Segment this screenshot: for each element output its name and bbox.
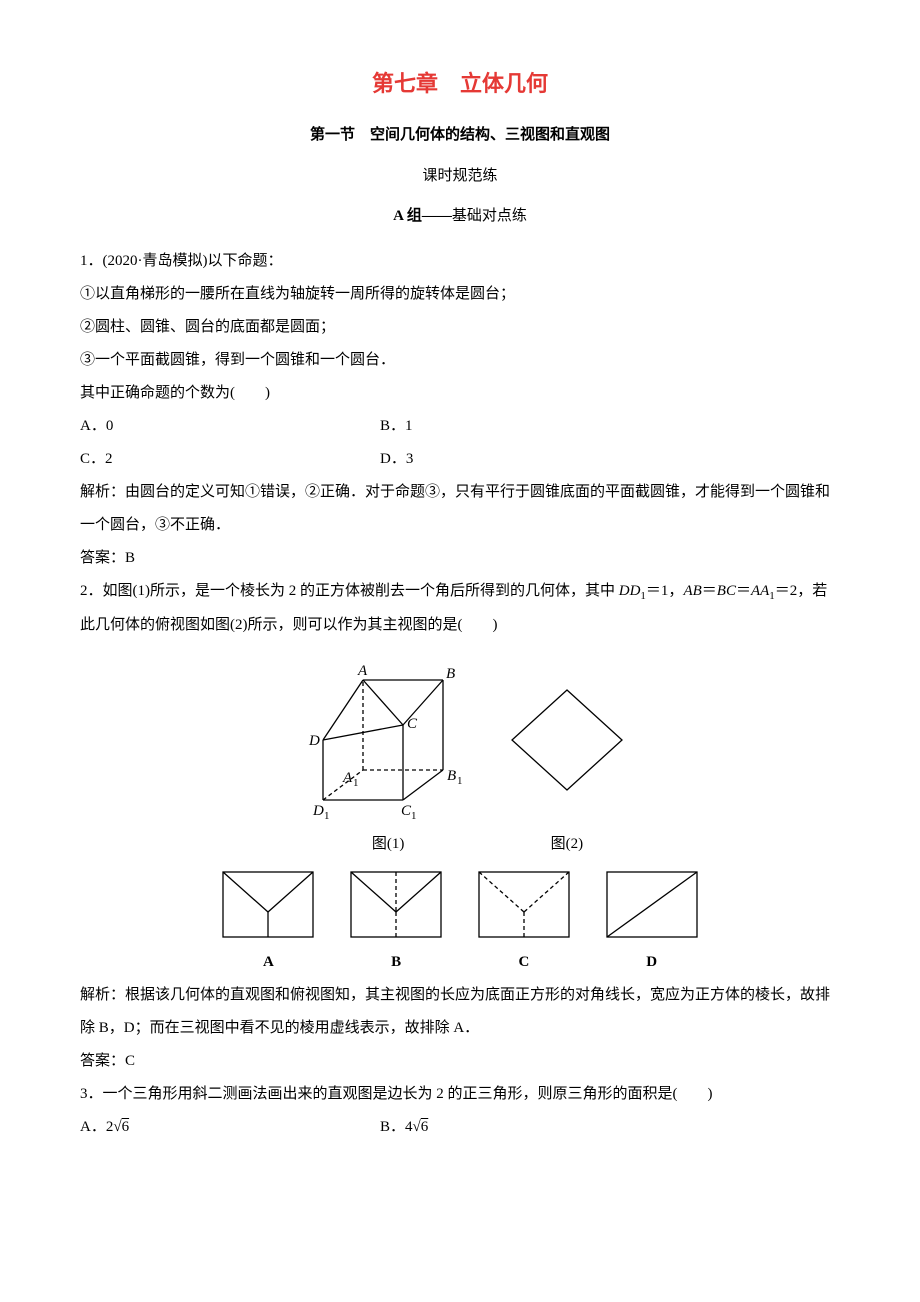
q1-optD: D．3 [380, 443, 413, 476]
q2-aa1: AA [751, 583, 769, 599]
q3-optA-sqrt: √6 [113, 1119, 129, 1135]
q1-stem: 1．(2020·青岛模拟)以下命题： [80, 245, 840, 278]
svg-text:1: 1 [457, 775, 463, 787]
q2-dd1: DD [619, 583, 641, 599]
q2-optD-fig [602, 867, 702, 942]
svg-text:B: B [446, 666, 455, 682]
q2-optB-fig [346, 867, 446, 942]
q2-figures: A B C D A1 B1 C1 D1 [80, 650, 840, 820]
figure-2 [497, 650, 637, 820]
q2-eq3: ＝ [736, 583, 751, 599]
q2-option-labels: A B C D [80, 946, 840, 979]
q2-ab: AB [683, 583, 701, 599]
q2-optA-label: A [218, 946, 318, 979]
svg-text:D: D [312, 803, 324, 819]
q2-optC-label: C [474, 946, 574, 979]
fig1-label: 图(1) [283, 828, 493, 861]
group-label: A 组——基础对点练 [80, 200, 840, 233]
q3-optB-pre: B．4 [380, 1119, 413, 1135]
q2-explain: 解析：根据该几何体的直观图和俯视图知，其主视图的长应为底面正方形的对角线长，宽应… [80, 979, 840, 1045]
group-label-text: 基础对点练 [452, 208, 527, 224]
q2-optA-fig [218, 867, 318, 942]
q2-optB-label: B [346, 946, 446, 979]
q2-eq1: ＝1， [646, 583, 684, 599]
svg-text:1: 1 [353, 777, 359, 789]
q2-answer: 答案：C [80, 1045, 840, 1078]
figure-1: A B C D A1 B1 C1 D1 [283, 650, 493, 820]
q1-line4: 其中正确命题的个数为( ) [80, 377, 840, 410]
section-title: 第一节 空间几何体的结构、三视图和直观图 [80, 118, 840, 151]
svg-text:1: 1 [411, 810, 417, 820]
q1-line1: ①以直角梯形的一腰所在直线为轴旋转一周所得的旋转体是圆台； [80, 278, 840, 311]
q2-bc: BC [717, 583, 736, 599]
svg-text:D: D [308, 733, 320, 749]
svg-text:A: A [342, 770, 353, 786]
q3-optB-sqrt: √6 [413, 1119, 429, 1135]
svg-text:C: C [407, 716, 418, 732]
svg-text:1: 1 [324, 810, 330, 820]
q2-fig-captions: 图(1) 图(2) [80, 828, 840, 861]
chapter-title: 第七章 立体几何 [80, 60, 840, 108]
svg-text:B: B [447, 768, 456, 784]
q2-stem: 2．如图(1)所示，是一个棱长为 2 的正方体被削去一个角后所得到的几何体，其中… [80, 575, 840, 641]
q2-eq2: ＝ [702, 583, 717, 599]
q3-optA: A．2√6 [80, 1111, 380, 1144]
q1-optA: A．0 [80, 410, 380, 443]
svg-text:A: A [357, 663, 368, 679]
q2-stem-pre: 2．如图(1)所示，是一个棱长为 2 的正方体被削去一个角后所得到的几何体，其中 [80, 583, 619, 599]
q3-optB: B．4√6 [380, 1111, 428, 1144]
q1-line2: ②圆柱、圆锥、圆台的底面都是圆面； [80, 311, 840, 344]
q3-stem: 3．一个三角形用斜二测画法画出来的直观图是边长为 2 的正三角形，则原三角形的面… [80, 1078, 840, 1111]
q2-optD-label: D [602, 946, 702, 979]
q1-optB: B．1 [380, 410, 413, 443]
q1-explain: 解析：由圆台的定义可知①错误，②正确．对于命题③，只有平行于圆锥底面的平面截圆锥… [80, 476, 840, 542]
q1-line3: ③一个平面截圆锥，得到一个圆锥和一个圆台． [80, 344, 840, 377]
q1-optC: C．2 [80, 443, 380, 476]
q2-optC-fig [474, 867, 574, 942]
q1-answer: 答案：B [80, 542, 840, 575]
fig2-label: 图(2) [497, 828, 637, 861]
sub-title: 课时规范练 [80, 159, 840, 192]
group-label-prefix: A 组—— [393, 208, 452, 224]
q3-optA-pre: A．2 [80, 1119, 113, 1135]
q2-options-figs [80, 867, 840, 942]
